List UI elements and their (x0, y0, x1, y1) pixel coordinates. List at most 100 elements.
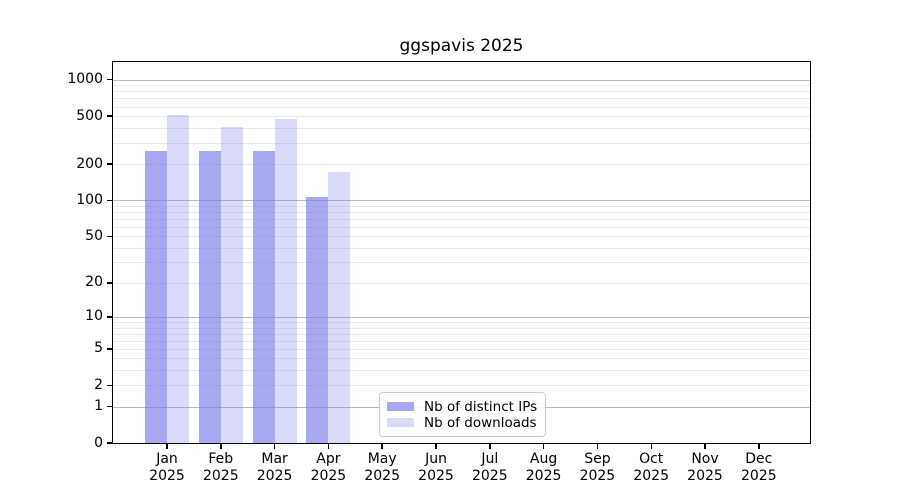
minor-gridline (113, 327, 810, 329)
x-tick-label-sep: Sep 2025 (567, 451, 627, 485)
minor-gridline (113, 262, 810, 264)
x-tick-month: Jul (481, 451, 499, 467)
legend-swatch-distinct-ips (387, 402, 414, 411)
legend-swatch-downloads (387, 418, 414, 427)
x-tick-mark (758, 444, 760, 449)
bar-downloads-mar (274, 119, 297, 443)
x-tick-label-jan: Jan 2025 (137, 451, 197, 485)
minor-gridline (113, 358, 810, 360)
y-tick-label: 1000 (67, 71, 103, 88)
bar-downloads-jan (167, 115, 189, 443)
x-tick-year: 2025 (310, 468, 347, 484)
minor-gridline (113, 106, 810, 108)
y-tick-mark (107, 199, 112, 201)
x-tick-label-nov: Nov 2025 (675, 451, 735, 485)
minor-gridline (113, 211, 810, 213)
x-tick-month: Mar (261, 451, 288, 467)
minor-gridline (113, 333, 810, 335)
minor-gridline (113, 247, 810, 249)
x-tick-year: 2025 (687, 468, 723, 484)
x-tick-mark (220, 444, 222, 449)
y-tick-mark (107, 348, 112, 350)
y-tick-label: 2 (94, 376, 103, 393)
x-tick-year: 2025 (471, 468, 508, 484)
x-tick-label-apr: Apr 2025 (298, 451, 358, 485)
y-tick-mark (107, 282, 112, 284)
x-tick-label-feb: Feb 2025 (191, 451, 251, 485)
minor-gridline (113, 98, 810, 100)
y-tick-label: 0 (94, 434, 103, 451)
x-tick-year: 2025 (633, 468, 669, 484)
y-tick-label: 100 (76, 191, 103, 208)
legend-item: Nb of downloads (387, 414, 538, 431)
x-tick-label-oct: Oct 2025 (621, 451, 681, 485)
x-tick-label-jul: Jul 2025 (460, 451, 520, 485)
x-tick-month: Oct (639, 451, 664, 467)
x-tick-month: Sep (584, 451, 611, 467)
y-tick-mark (107, 442, 112, 444)
minor-gridline (113, 348, 810, 350)
x-tick-label-mar: Mar 2025 (245, 451, 305, 485)
x-tick-year: 2025 (525, 468, 562, 484)
minor-gridline (113, 385, 810, 387)
x-tick-month: Apr (316, 451, 341, 467)
x-tick-month: Jun (425, 451, 447, 467)
bar-distinct-ips-jan (145, 151, 167, 443)
y-tick-mark (107, 235, 112, 237)
y-tick-mark (107, 163, 112, 165)
major-gridline (113, 79, 810, 81)
x-tick-month: Nov (691, 451, 719, 467)
x-tick-mark (542, 444, 545, 449)
legend-label: Nb of distinct IPs (424, 398, 538, 415)
major-gridline (113, 316, 810, 318)
legend-item: Nb of distinct IPs (387, 398, 538, 415)
bar-distinct-ips-feb (198, 151, 221, 443)
y-tick-mark (107, 78, 112, 81)
y-tick-label: 50 (85, 227, 103, 244)
x-tick-label-dec: Dec 2025 (729, 451, 789, 485)
x-tick-mark (489, 444, 491, 449)
x-tick-month: Jan (156, 451, 178, 467)
minor-gridline (113, 218, 810, 220)
x-tick-year: 2025 (202, 468, 239, 484)
major-gridline (113, 200, 810, 202)
minor-gridline (113, 236, 810, 238)
y-tick-label: 10 (85, 308, 103, 325)
bar-distinct-ips-apr (306, 196, 329, 443)
legend-label: Nb of downloads (424, 414, 537, 431)
minor-gridline (113, 340, 810, 342)
x-tick-month: Aug (529, 451, 558, 467)
bar-downloads-feb (220, 126, 243, 443)
bar-distinct-ips-mar (252, 151, 275, 443)
bar-downloads-apr (328, 171, 351, 443)
y-tick-mark (107, 316, 112, 318)
minor-gridline (113, 116, 810, 118)
y-tick-label: 200 (76, 155, 103, 172)
chart-title: ggspavis 2025 (399, 36, 524, 56)
x-tick-year: 2025 (256, 468, 293, 484)
minor-gridline (113, 321, 810, 323)
minor-gridline (113, 164, 810, 166)
minor-gridline (113, 91, 810, 93)
y-tick-mark (107, 115, 112, 117)
y-tick-mark (107, 384, 112, 386)
x-tick-year: 2025 (579, 468, 616, 484)
y-tick-mark (107, 405, 112, 408)
y-tick-label: 5 (94, 340, 103, 357)
minor-gridline (113, 127, 810, 129)
x-tick-year: 2025 (740, 468, 777, 484)
minor-gridline (113, 142, 810, 144)
x-tick-year: 2025 (418, 468, 454, 484)
minor-gridline (113, 226, 810, 228)
x-tick-month: Dec (745, 451, 773, 467)
minor-gridline (113, 282, 810, 284)
x-tick-mark (435, 444, 437, 449)
x-tick-mark (381, 444, 383, 449)
y-tick-label: 20 (85, 274, 103, 291)
x-tick-month: Feb (208, 451, 234, 467)
x-tick-mark (596, 444, 599, 449)
x-tick-label-may: May 2025 (352, 451, 412, 485)
x-tick-mark (650, 444, 652, 449)
x-tick-mark (704, 444, 706, 449)
